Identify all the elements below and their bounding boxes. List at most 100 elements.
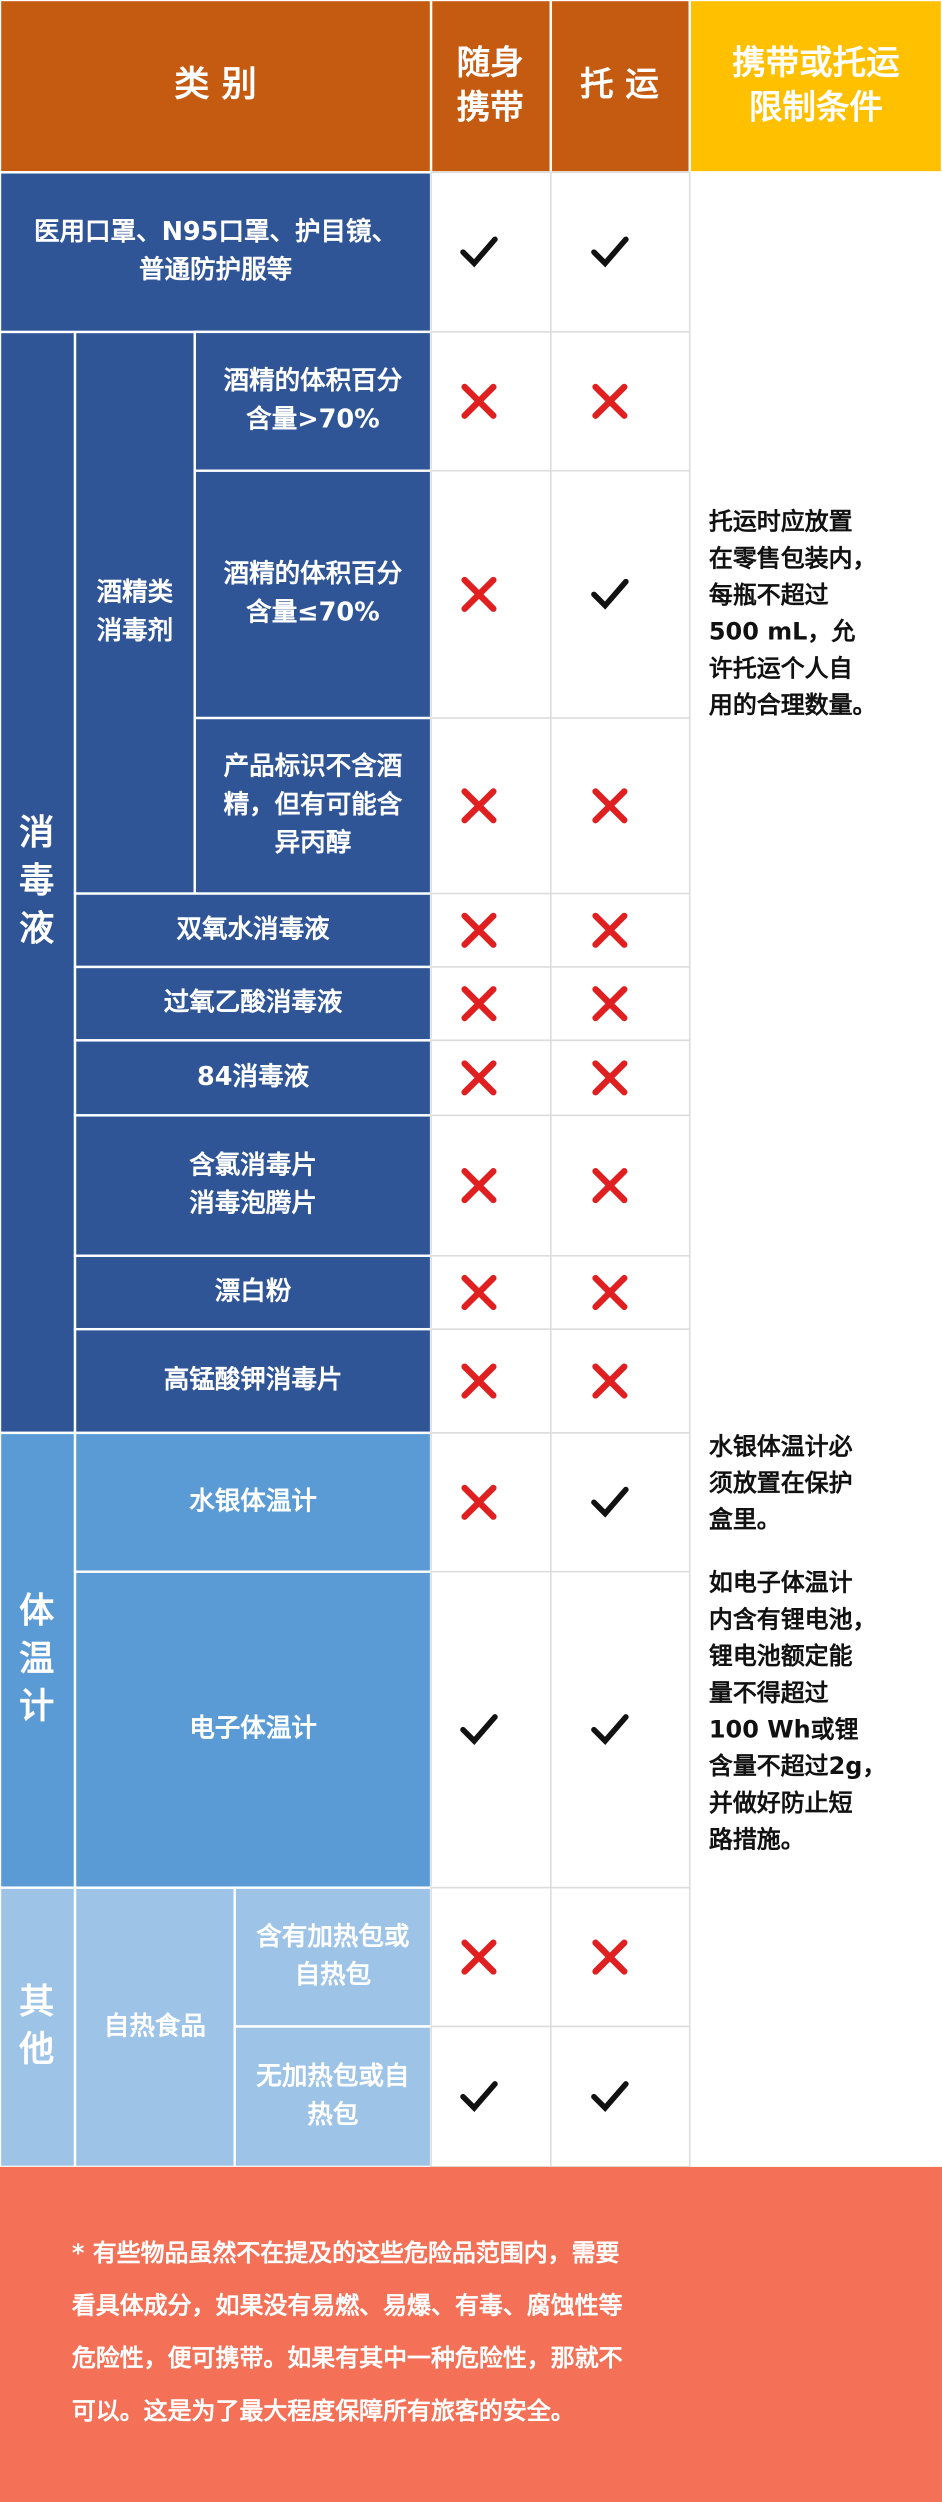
carry-cell [430, 1039, 552, 1117]
text-line: 可以。这是为了最大程度保障所有旅客的安全。 [72, 2397, 575, 2425]
text-line: 看具体成分，如果没有易燃、易爆、有毒、腐蚀性等 [72, 2292, 623, 2320]
check-mark [591, 578, 629, 610]
label: 漂白粉 [215, 1276, 292, 1306]
label: 过氧乙酸消毒液 [164, 988, 343, 1018]
label: 含有加热包或自热包 [256, 1922, 410, 1990]
checked-cell [550, 1114, 691, 1257]
check-mark [591, 1486, 629, 1518]
carry-cell [430, 469, 552, 719]
label: 自热食品 [104, 2011, 206, 2041]
header-cell [549, 0, 691, 174]
cross-mark [461, 576, 497, 612]
label: 酒精的体积百分含量≤70% [224, 559, 403, 627]
text-line: 内含有锂电池， [709, 1605, 877, 1633]
row-cell [73, 1114, 433, 1257]
text-line: 消毒泡腾片 [189, 1189, 317, 1219]
label: 消毒液 [19, 813, 54, 950]
footer-text: * 有些物品虽然不在提及的这些危险品范围内，需要看具体成分，如果没有易燃、易爆、… [72, 2239, 623, 2425]
text-line: 热包 [307, 2100, 359, 2130]
text-line: 须放置在保护 [709, 1469, 853, 1497]
subgroup-cell [73, 330, 196, 895]
carry-cell [430, 892, 552, 968]
checked-cell [550, 1432, 691, 1573]
text-line: 普通防护服等 [139, 255, 292, 285]
text-line: 双氧水消毒液 [176, 914, 330, 944]
text-line: 漂白粉 [215, 1276, 292, 1306]
condition-text: 水银体温计必须放置在保护盒里。 [708, 1432, 853, 1533]
carry-cell [430, 331, 552, 472]
carry-cell [430, 966, 552, 1042]
checked-cell [550, 331, 691, 472]
cross-mark [461, 1274, 497, 1311]
cross-mark [592, 383, 628, 419]
text-line: 电子体温计 [189, 1714, 317, 1744]
check-mark [460, 2081, 498, 2112]
text-line: 如电子体温计 [709, 1569, 853, 1597]
text-line: 含量>70% [246, 404, 380, 434]
text-line: 路措施。 [709, 1826, 805, 1854]
text-line: 84消毒液 [197, 1062, 310, 1092]
text-line: 携带 [457, 87, 524, 126]
checked-cell [550, 1039, 691, 1117]
condition-text: 如电子体温计内含有锂电池， 锂电池额定能量不得超过 100 Wh或锂含量不超过2g，… [709, 1569, 886, 1854]
label: 双氧水消毒液 [176, 914, 330, 944]
cross-mark [592, 1168, 628, 1204]
carry-cell [430, 1328, 552, 1434]
label: 其他 [18, 1981, 54, 2070]
check-mark [591, 236, 629, 268]
carry-cell [430, 1886, 552, 2028]
cross-mark [592, 912, 628, 948]
label: 电子体温计 [189, 1714, 317, 1744]
check-mark [460, 1714, 498, 1745]
checked-cell [550, 892, 691, 968]
text-line: 过氧乙酸消毒液 [164, 988, 343, 1018]
text-line: 在零售包装内， [709, 544, 877, 572]
row-cell [73, 1254, 433, 1331]
cross-mark [592, 1363, 628, 1399]
text-line: 水银体温计 [189, 1486, 317, 1516]
row-cell [233, 1886, 433, 2028]
cross-mark [461, 1363, 497, 1399]
text-line: 并做好防止短 [709, 1789, 853, 1817]
text-line: 托运时应放置 [709, 508, 853, 536]
carry-cell [430, 1254, 552, 1330]
text-line: 消 [19, 813, 54, 854]
checked-cell [550, 966, 691, 1042]
condition-text: 托运时应放置在零售包装内， 每瓶不超过 500 mL，允许托运个人自用的合理数量。 [709, 508, 877, 719]
cross-mark [461, 1168, 497, 1204]
carry-cell [430, 717, 552, 895]
label: 高锰酸钾消毒片 [164, 1365, 343, 1395]
checked-cell [550, 1254, 691, 1330]
row-cell [193, 469, 433, 720]
carry-cell [430, 171, 552, 333]
text-line: * 有些物品虽然不在提及的这些危险品范围内，需要 [72, 2239, 620, 2267]
label: 含氯消毒片消毒泡腾片 [189, 1150, 317, 1218]
label: 酒精类消毒剂 [97, 578, 174, 646]
header-label: 托 运 [580, 65, 659, 104]
checked-cell [550, 1570, 691, 1889]
text-line: 锂电池额定能 [709, 1642, 853, 1670]
text-line: 酒精类 [97, 578, 174, 608]
cross-mark [461, 788, 497, 824]
row-cell [0, 171, 433, 334]
group-cell [0, 1886, 77, 2169]
checked-cell [550, 1886, 691, 2028]
text-line: 500 mL，允 [709, 618, 855, 646]
text-line: 含量不超过2g， [709, 1752, 886, 1780]
row-cell [73, 1327, 433, 1435]
check-mark [591, 2081, 629, 2112]
checked-cell [550, 171, 691, 333]
cross-mark [461, 1060, 497, 1096]
text-line: 他 [18, 2029, 54, 2070]
conditions-area [689, 172, 942, 2167]
text-line: 量不得超过 [709, 1679, 829, 1707]
check-mark [460, 236, 498, 268]
text-line: 高锰酸钾消毒片 [164, 1365, 343, 1395]
text-line: 许托运个人自 [709, 654, 853, 682]
text-line: 自热包 [295, 1960, 372, 1990]
text-line: 体 [19, 1590, 55, 1631]
cross-mark [461, 1484, 497, 1520]
row-cell [193, 330, 433, 472]
text-line: 水银体温计必 [709, 1432, 853, 1460]
